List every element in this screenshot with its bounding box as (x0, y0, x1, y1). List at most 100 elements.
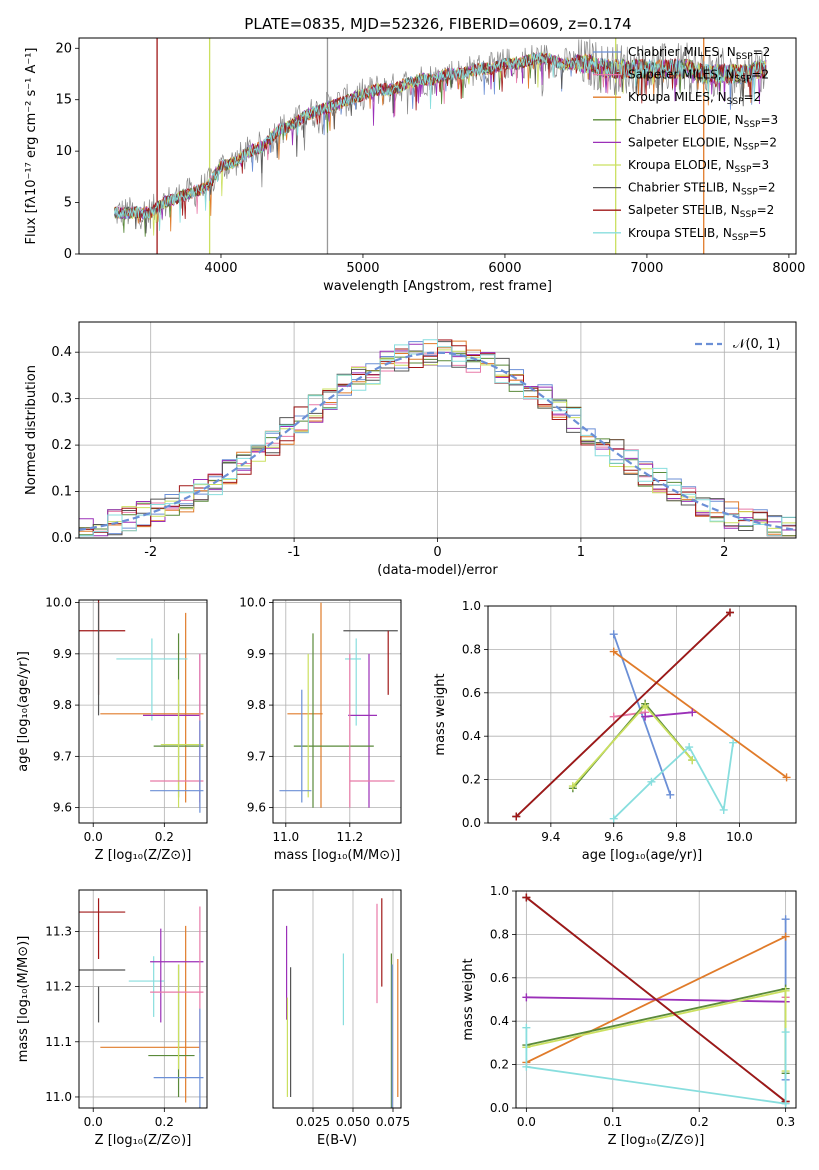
model-spectrum (114, 52, 767, 223)
panel-mass-weight-vs-age: 9.4 9.6 9.8 10.0 0.0 0.2 0.4 0.6 0.8 1.0 age [log₁… (433, 599, 797, 863)
ticks: 0.025 0.050 0.075 (296, 1108, 410, 1129)
y-tick-label: 9.9 (53, 647, 72, 661)
axes-frame (515, 890, 797, 1109)
x-tick-label: 1 (577, 545, 585, 560)
x-tick-label: -1 (288, 545, 301, 560)
data-point (641, 701, 650, 710)
data-point (609, 814, 618, 823)
grid (312, 890, 394, 1108)
panel-spectrum: 4000 5000 6000 7000 8000 0 5 10 15 20 wavelength [… (24, 37, 805, 294)
y-tick-label: 9.9 (247, 647, 266, 661)
data-point (609, 712, 618, 721)
y-axis-label: Flux [fλ10⁻¹⁷ erg cm⁻² s⁻¹ A⁻¹] (24, 48, 39, 245)
figure-title: PLATE=0835, MJD=52326, FIBERID=0609, z=0… (244, 15, 631, 33)
x-tick-label: 0.0 (517, 1115, 536, 1129)
x-tick-label: 0.2 (155, 1115, 174, 1129)
y-tick-label: 0.8 (490, 927, 509, 941)
plot-marks (279, 602, 398, 808)
legend-label: Kroupa ELODIE, NSSP=3 (628, 158, 769, 175)
y-tick-label: 0.2 (51, 438, 72, 453)
y-tick-label: 0.0 (490, 1101, 509, 1115)
data-point (522, 1023, 531, 1032)
plot-marks (522, 893, 790, 1108)
data-point (729, 738, 738, 747)
data-point (647, 777, 656, 786)
mass-weight-series (613, 650, 788, 779)
data-point (568, 782, 577, 791)
legend-label: Chabrier MILES, NSSP=2 (628, 45, 770, 62)
x-axis-label: Z [log₁₀(Z/Z⊙)] (608, 1133, 705, 1148)
x-tick-label: 0.2 (155, 830, 174, 844)
panel-mass-weight-vs-Z: 0.0 0.1 0.2 0.3 0.0 0.2 0.4 0.6 0.8 1.0 Z [log₁₀(Z… (461, 884, 797, 1148)
y-tick-label: 0.4 (462, 729, 481, 743)
axes-frame (272, 889, 402, 1109)
y-tick-label: 0 (64, 247, 72, 262)
plot-marks (79, 600, 204, 813)
y-tick-label: 0.0 (462, 816, 481, 830)
x-tick-label: 0.1 (603, 1115, 622, 1129)
legend-label: Chabrier STELIB, NSSP=2 (628, 181, 776, 198)
mass-weight-series (525, 896, 787, 1103)
x-axis-label: E(B-V) (317, 1133, 357, 1148)
data-point (666, 790, 675, 799)
y-tick-label: 1.0 (490, 884, 509, 898)
x-tick-label: 4000 (204, 261, 237, 276)
x-tick-label: 10.0 (726, 830, 753, 844)
data-point (522, 993, 531, 1002)
y-tick-label: 9.6 (247, 801, 266, 815)
y-tick-label: 15 (55, 93, 72, 108)
y-tick-label: 11.0 (45, 1090, 72, 1104)
gaussian-curve (79, 351, 796, 531)
y-tick-label: 11.1 (45, 1035, 72, 1049)
plot-marks (286, 898, 399, 1108)
legend-label: Salpeter ELODIE, NSSP=2 (628, 135, 777, 152)
histogram-series (79, 339, 796, 537)
data-point (781, 1099, 790, 1108)
data-point (781, 932, 790, 941)
y-tick-label: 11.2 (45, 980, 72, 994)
x-tick-label: 7000 (630, 261, 663, 276)
y-tick-label: 0.8 (462, 642, 481, 656)
ticks: -2 -1 0 1 2 0.0 0.1 0.2 0.3 0.4 (51, 345, 728, 560)
y-tick-label: 0.4 (51, 345, 72, 360)
plot-marks (79, 898, 204, 1108)
data-point (685, 743, 694, 752)
legend-label: Kroupa MILES, NSSP=2 (628, 90, 761, 107)
data-point (688, 708, 697, 717)
panel-age-vs-Z: 0.0 0.2 9.6 9.7 9.8 9.9 10.0 Z [log₁₀(Z/Z⊙)] age… (16, 596, 208, 863)
axes-frame (78, 889, 208, 1109)
x-tick-label: 11.0 (272, 830, 299, 844)
data-point (781, 915, 790, 924)
y-axis-label: Normed distribution (24, 365, 39, 495)
plot-area (273, 600, 401, 823)
mass-weight-series (612, 633, 672, 796)
data-point (781, 1028, 790, 1037)
x-tick-label: 0.050 (336, 1115, 370, 1129)
legend-label: Salpeter MILES, NSSP=2 (628, 68, 769, 85)
panel-age-vs-mass: 11.0 11.2 9.6 9.7 9.8 9.9 10.0 mass [log₁₀(M/M⊙… (239, 596, 402, 863)
y-tick-label: 9.7 (53, 749, 72, 763)
y-tick-label: 0.0 (51, 531, 72, 546)
x-tick-label: 5000 (346, 261, 379, 276)
x-tick-label: 0.3 (776, 1115, 795, 1129)
data-point (522, 893, 531, 902)
x-tick-label: 0.075 (376, 1115, 410, 1129)
mass-weight-series (515, 611, 731, 818)
data-point (782, 773, 791, 782)
y-axis-label: mass weight (461, 958, 476, 1040)
x-tick-label: 0.0 (84, 1115, 103, 1129)
y-tick-label: 0.2 (490, 1058, 509, 1072)
y-tick-label: 20 (55, 41, 72, 56)
x-tick-label: 8000 (772, 261, 805, 276)
data-point (609, 647, 618, 656)
x-axis-label: (data-model)/error (377, 563, 498, 578)
y-tick-label: 10.0 (45, 596, 72, 610)
data-point (522, 1062, 531, 1071)
histogram-series (79, 339, 796, 537)
y-tick-label: 5 (64, 196, 72, 211)
ticks: 0.0 0.1 0.2 0.3 0.0 0.2 0.4 0.6 0.8 1.0 (490, 884, 795, 1129)
legend-label: 𝒩(0, 1) (733, 337, 780, 352)
axes-frame (78, 599, 208, 824)
y-tick-label: 9.8 (53, 698, 72, 712)
legend: 𝒩(0, 1) (695, 337, 780, 352)
